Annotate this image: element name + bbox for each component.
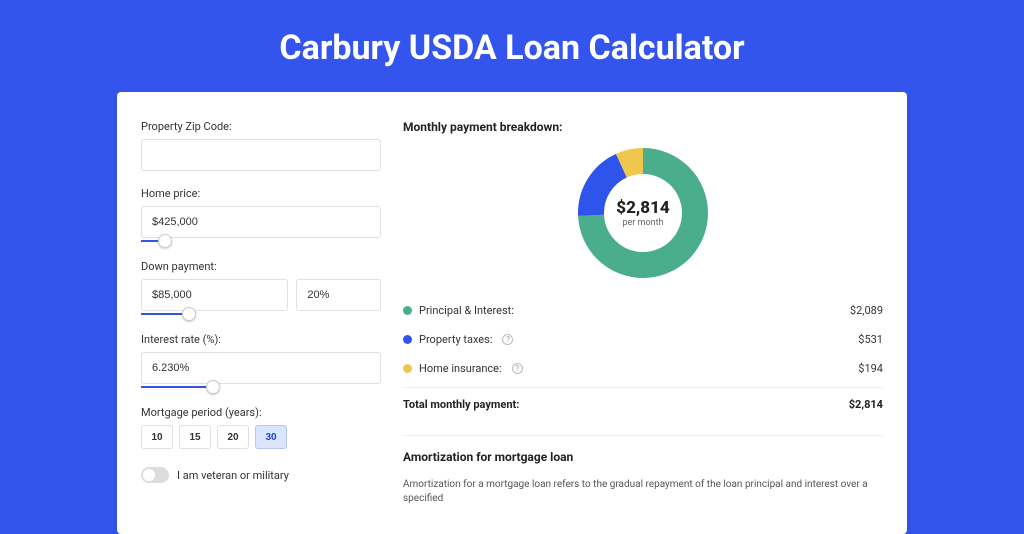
info-icon[interactable]: ? — [502, 334, 513, 345]
interest-rate-slider-fill — [141, 386, 213, 388]
down-payment-field-group: Down payment: — [141, 260, 381, 317]
interest-rate-input[interactable] — [141, 352, 381, 384]
period-btn-30[interactable]: 30 — [255, 425, 287, 449]
info-icon[interactable]: ? — [512, 363, 523, 374]
home-price-slider[interactable] — [141, 240, 381, 244]
period-btn-20[interactable]: 20 — [217, 425, 249, 449]
legend-value-insurance: $194 — [858, 362, 883, 375]
legend-label-insurance: Home insurance: — [419, 362, 502, 375]
down-payment-amount-input[interactable] — [141, 279, 288, 311]
amortization-heading: Amortization for mortgage loan — [403, 450, 883, 464]
interest-rate-slider-handle[interactable] — [206, 380, 220, 394]
page-title: Carbury USDA Loan Calculator — [0, 0, 1024, 92]
down-payment-label: Down payment: — [141, 260, 381, 273]
donut-center-amount: $2,814 — [616, 198, 669, 218]
zip-field-group: Property Zip Code: — [141, 120, 381, 171]
amortization-section: Amortization for mortgage loan Amortizat… — [403, 435, 883, 506]
veteran-toggle-label: I am veteran or military — [177, 469, 289, 482]
interest-rate-slider[interactable] — [141, 386, 381, 390]
zip-input[interactable] — [141, 139, 381, 171]
donut-container: $2,814 per month — [403, 148, 883, 278]
mortgage-period-label: Mortgage period (years): — [141, 406, 381, 419]
down-payment-slider[interactable] — [141, 313, 381, 317]
donut-chart: $2,814 per month — [578, 148, 708, 278]
donut-center-sub: per month — [616, 218, 669, 228]
down-payment-pct-input[interactable] — [296, 279, 381, 311]
interest-rate-field-group: Interest rate (%): — [141, 333, 381, 390]
interest-rate-label: Interest rate (%): — [141, 333, 381, 346]
legend-label-principal: Principal & Interest: — [419, 304, 514, 317]
legend-row-principal: Principal & Interest: $2,089 — [403, 296, 883, 325]
amortization-text: Amortization for a mortgage loan refers … — [403, 478, 883, 506]
period-btn-15[interactable]: 15 — [179, 425, 211, 449]
mortgage-period-buttons: 10 15 20 30 — [141, 425, 381, 449]
legend-row-insurance: Home insurance: ? $194 — [403, 354, 883, 383]
veteran-toggle-knob — [143, 469, 155, 481]
mortgage-period-field-group: Mortgage period (years): 10 15 20 30 — [141, 406, 381, 449]
veteran-toggle[interactable] — [141, 467, 169, 483]
legend-dot-principal — [403, 306, 412, 315]
total-value: $2,814 — [849, 398, 883, 411]
total-label: Total monthly payment: — [403, 398, 519, 411]
home-price-label: Home price: — [141, 187, 381, 200]
legend-value-principal: $2,089 — [850, 304, 883, 317]
zip-label: Property Zip Code: — [141, 120, 381, 133]
legend-dot-insurance — [403, 364, 412, 373]
breakdown-heading: Monthly payment breakdown: — [403, 120, 883, 134]
calculator-card: Property Zip Code: Home price: Down paym… — [117, 92, 907, 534]
breakdown-column: Monthly payment breakdown: $2,814 per mo… — [403, 120, 883, 506]
legend-row-taxes: Property taxes: ? $531 — [403, 325, 883, 354]
inputs-column: Property Zip Code: Home price: Down paym… — [141, 120, 381, 506]
home-price-slider-handle[interactable] — [158, 234, 172, 248]
legend-dot-taxes — [403, 335, 412, 344]
legend-value-taxes: $531 — [858, 333, 883, 346]
veteran-toggle-row: I am veteran or military — [141, 467, 381, 483]
donut-center: $2,814 per month — [616, 198, 669, 228]
home-price-input[interactable] — [141, 206, 381, 238]
legend-label-taxes: Property taxes: — [419, 333, 492, 346]
down-payment-slider-handle[interactable] — [182, 307, 196, 321]
home-price-field-group: Home price: — [141, 187, 381, 244]
total-row: Total monthly payment: $2,814 — [403, 387, 883, 421]
period-btn-10[interactable]: 10 — [141, 425, 173, 449]
